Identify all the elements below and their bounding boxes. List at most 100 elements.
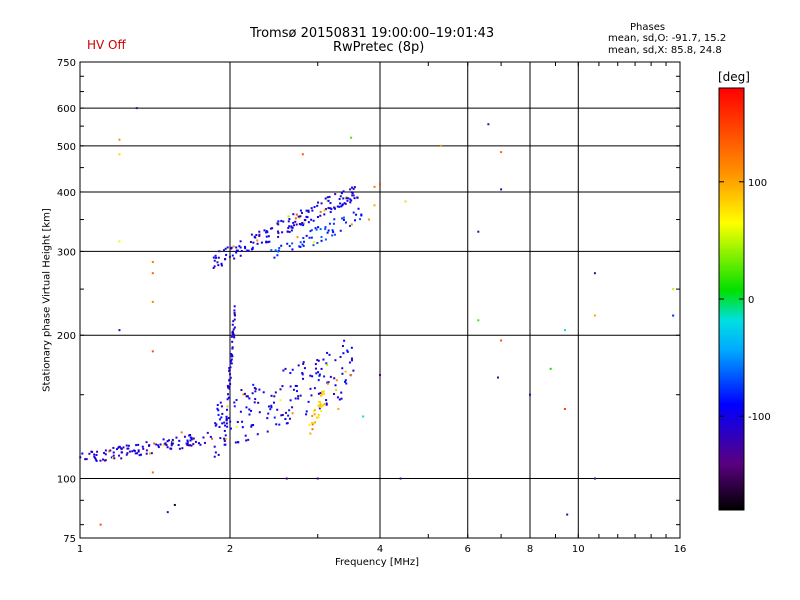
trace-point xyxy=(137,443,140,446)
hv-status-label: HV Off xyxy=(87,38,126,52)
trace-point xyxy=(214,254,217,257)
trace-point xyxy=(120,457,123,460)
scatter-point xyxy=(118,153,121,156)
trace-point xyxy=(127,444,130,447)
trace-point xyxy=(301,222,304,225)
trace-point xyxy=(136,452,139,455)
trace-point xyxy=(303,240,306,243)
trace-point xyxy=(224,424,227,427)
scatter-point xyxy=(404,200,407,203)
trace-point xyxy=(239,254,242,257)
trace-point xyxy=(232,328,235,331)
trace-point xyxy=(231,347,234,350)
trace-point xyxy=(346,350,349,353)
trace-point xyxy=(295,223,298,226)
trace-point xyxy=(324,226,327,229)
trace-point xyxy=(228,255,231,258)
trace-point xyxy=(189,436,192,439)
trace-point xyxy=(287,215,290,218)
trace-point xyxy=(299,394,302,397)
trace-point xyxy=(273,256,276,259)
scatter-point xyxy=(477,230,480,233)
trace-point xyxy=(258,230,261,233)
scatter-point xyxy=(500,339,503,342)
trace-point xyxy=(316,204,319,207)
trace-point xyxy=(235,399,238,402)
trace-point xyxy=(219,401,222,404)
scatter-point xyxy=(379,183,381,186)
trace-point xyxy=(338,198,341,201)
trace-point xyxy=(240,389,243,392)
trace-point xyxy=(178,447,181,450)
trace-point xyxy=(317,359,320,362)
y-tick-label: 500 xyxy=(57,142,76,153)
trace-point xyxy=(281,385,284,388)
scatter-point xyxy=(166,511,169,514)
trace-point xyxy=(270,406,273,409)
trace-point xyxy=(345,197,348,200)
x-axis-label: Frequency [MHz] xyxy=(335,557,420,568)
trace-point xyxy=(295,390,298,393)
trace-point xyxy=(233,313,236,316)
trace-point xyxy=(350,223,353,226)
trace-point xyxy=(302,361,305,364)
trace-point xyxy=(282,220,285,223)
trace-point xyxy=(246,395,249,398)
trace-point xyxy=(215,256,218,259)
trace-point xyxy=(308,423,311,426)
trace-point xyxy=(355,213,358,216)
trace-point xyxy=(216,261,219,264)
trace-point xyxy=(258,234,261,237)
trace-point xyxy=(113,457,116,460)
trace-point xyxy=(291,242,294,245)
trace-point xyxy=(277,232,280,235)
trace-point xyxy=(298,245,301,248)
trace-point xyxy=(281,413,284,416)
trace-point xyxy=(239,246,242,249)
trace-point xyxy=(305,209,308,212)
trace-point xyxy=(231,346,234,349)
scatter-point xyxy=(563,329,566,332)
trace-point xyxy=(218,418,221,421)
scatter-point xyxy=(672,314,675,317)
trace-point xyxy=(186,444,189,447)
trace-point xyxy=(310,207,313,210)
trace-point xyxy=(329,211,332,214)
trace-point xyxy=(250,424,253,427)
trace-point xyxy=(104,449,107,452)
trace-point xyxy=(223,437,226,440)
trace-point xyxy=(323,209,326,212)
trace-point xyxy=(319,210,322,213)
trace-point xyxy=(289,372,292,375)
trace-point xyxy=(225,253,228,256)
trace-point xyxy=(311,423,314,426)
trace-point xyxy=(226,425,229,428)
trace-point xyxy=(273,395,276,398)
trace-point xyxy=(276,408,279,411)
trace-point xyxy=(235,246,238,249)
trace-point xyxy=(340,205,343,208)
trace-point xyxy=(250,425,253,428)
trace-point xyxy=(333,233,336,236)
trace-point xyxy=(118,454,121,457)
trace-point xyxy=(236,249,239,252)
trace-point xyxy=(326,382,329,385)
trace-point xyxy=(310,236,313,239)
trace-point xyxy=(344,380,347,383)
trace-point xyxy=(221,422,224,425)
trace-point xyxy=(231,254,234,257)
trace-point xyxy=(249,241,252,244)
trace-point xyxy=(318,374,321,377)
trace-point xyxy=(220,262,223,265)
trace-point xyxy=(334,193,337,196)
trace-point xyxy=(217,264,220,267)
trace-point xyxy=(258,233,261,236)
scatter-point xyxy=(316,477,319,480)
trace-point xyxy=(293,224,296,227)
trace-point xyxy=(326,231,329,234)
trace-point xyxy=(239,240,242,243)
trace-point xyxy=(223,429,226,432)
trace-point xyxy=(236,441,239,444)
chart-subtitle: RwPretec (8p) xyxy=(333,40,425,55)
